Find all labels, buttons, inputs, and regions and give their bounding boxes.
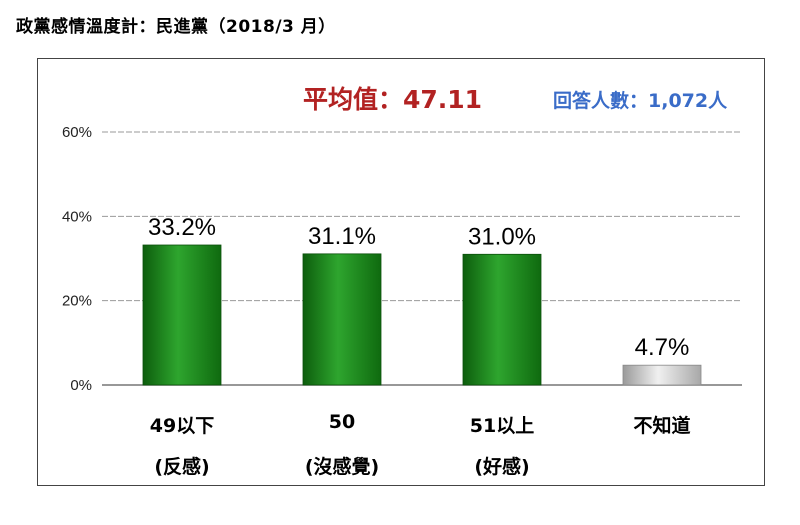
y-tick-label: 0% <box>70 377 92 394</box>
x-tick-label: 不知道 <box>633 415 691 437</box>
x-tick-sublabel: (沒感覺) <box>304 456 380 478</box>
y-tick-label: 60% <box>62 124 92 141</box>
y-tick-label: 20% <box>62 293 92 310</box>
data-label: 33.2% <box>148 214 216 241</box>
chart-frame <box>37 58 765 486</box>
data-label: 31.0% <box>468 223 536 250</box>
x-tick-sublabel: (反感) <box>154 456 210 478</box>
bar <box>302 253 382 386</box>
x-tick-label: 49以下 <box>149 415 215 437</box>
respondents-label: 回答人數：1,072人 <box>553 90 728 112</box>
bar <box>622 364 702 386</box>
y-tick-label: 40% <box>62 208 92 225</box>
data-label: 4.7% <box>635 334 690 361</box>
data-label: 31.1% <box>308 223 376 250</box>
average-label: 平均值：47.11 <box>303 85 483 114</box>
x-tick-label: 50 <box>328 411 356 433</box>
page-title: 政黨感情溫度計：民進黨（2018/3 月） <box>16 17 336 37</box>
bar <box>142 244 222 386</box>
x-tick-sublabel: (好感) <box>474 456 530 478</box>
bar <box>462 253 542 386</box>
x-tick-label: 51以上 <box>469 415 535 437</box>
